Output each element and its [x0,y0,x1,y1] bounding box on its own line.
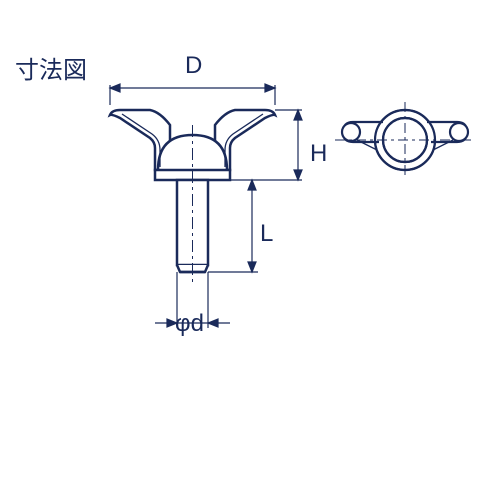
diagram-container: 寸法図 D H L φd [0,0,500,500]
dimension-label-H: H [310,140,327,168]
diagram-title: 寸法図 [15,50,87,85]
front-view-diagram [80,70,310,350]
top-view-diagram [335,90,475,190]
